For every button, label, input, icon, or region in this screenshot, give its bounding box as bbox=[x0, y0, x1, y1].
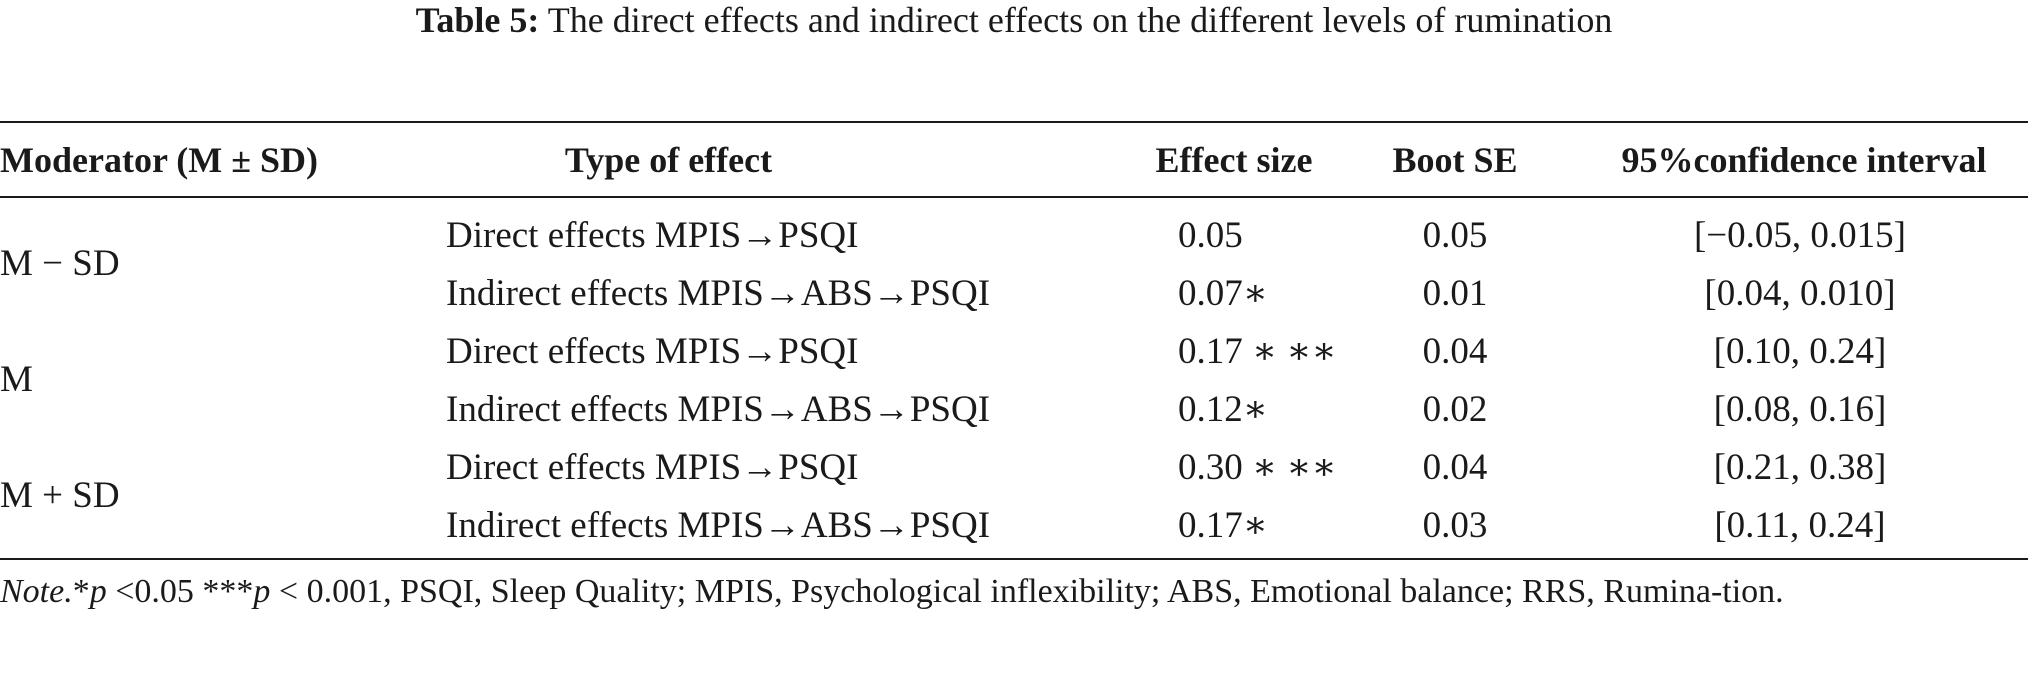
confidence-interval-cell: [0.04, 0.010] bbox=[1704, 273, 1896, 314]
header-rule bbox=[0, 196, 2028, 198]
note-text: < 0.001, PSQI, Sleep Quality; MPIS, Psyc… bbox=[270, 573, 1784, 610]
header-boot-se: Boot SE bbox=[1392, 140, 1518, 180]
table-caption: Table 5: The direct effects and indirect… bbox=[0, 0, 2028, 40]
confidence-interval-cell: [0.10, 0.24] bbox=[1713, 331, 1887, 372]
note-label: Note. bbox=[0, 573, 73, 610]
table-note: Note.*p <0.05 ***p < 0.001, PSQI, Sleep … bbox=[0, 568, 2020, 616]
note-p: p bbox=[253, 573, 271, 610]
confidence-interval-cell: [0.21, 0.38] bbox=[1713, 447, 1887, 488]
note-p: p bbox=[89, 573, 107, 610]
type-of-effect-cell: Direct effects MPIS→PSQI bbox=[446, 215, 859, 256]
type-of-effect-cell: Indirect effects MPIS→ABS→PSQI bbox=[446, 389, 991, 430]
header-confidence-interval: 95%confidence interval bbox=[1621, 140, 1987, 180]
type-of-effect-cell: Indirect effects MPIS→ABS→PSQI bbox=[446, 273, 991, 314]
effect-size-cell: 0.12∗ bbox=[1178, 389, 1268, 430]
boot-se-cell: 0.02 bbox=[1422, 389, 1488, 430]
header-moderator: Moderator (M ± SD) bbox=[0, 140, 319, 180]
top-rule bbox=[0, 121, 2028, 123]
caption-text: The direct effects and indirect effects … bbox=[547, 0, 1613, 40]
bottom-rule bbox=[0, 558, 2028, 560]
boot-se-cell: 0.01 bbox=[1422, 273, 1488, 314]
confidence-interval-cell: [0.11, 0.24] bbox=[1714, 505, 1886, 546]
note-threshold: <0.05 bbox=[106, 573, 203, 610]
note-star: *** bbox=[202, 573, 254, 610]
moderator-label: M + SD bbox=[0, 475, 120, 516]
boot-se-cell: 0.04 bbox=[1422, 331, 1488, 372]
moderator-label: M − SD bbox=[0, 243, 120, 284]
note-star: * bbox=[72, 573, 90, 610]
type-of-effect-cell: Direct effects MPIS→PSQI bbox=[446, 331, 859, 372]
confidence-interval-cell: [0.08, 0.16] bbox=[1713, 389, 1887, 430]
caption-label: Table 5: bbox=[415, 0, 540, 40]
effect-size-cell: 0.30 ∗ ∗∗ bbox=[1178, 447, 1337, 488]
header-effect-size: Effect size bbox=[1155, 140, 1313, 180]
effect-size-cell: 0.05 bbox=[1178, 215, 1243, 256]
boot-se-cell: 0.04 bbox=[1422, 447, 1488, 488]
boot-se-cell: 0.05 bbox=[1422, 215, 1488, 256]
moderator-label: M bbox=[0, 359, 33, 400]
type-of-effect-cell: Indirect effects MPIS→ABS→PSQI bbox=[446, 505, 991, 546]
header-type-of-effect: Type of effect bbox=[564, 140, 773, 180]
confidence-interval-cell: [−0.05, 0.015] bbox=[1693, 215, 1906, 256]
boot-se-cell: 0.03 bbox=[1422, 505, 1488, 546]
effect-size-cell: 0.07∗ bbox=[1178, 273, 1268, 314]
effect-size-cell: 0.17 ∗ ∗∗ bbox=[1178, 331, 1337, 372]
type-of-effect-cell: Direct effects MPIS→PSQI bbox=[446, 447, 859, 488]
effect-size-cell: 0.17∗ bbox=[1178, 505, 1268, 546]
